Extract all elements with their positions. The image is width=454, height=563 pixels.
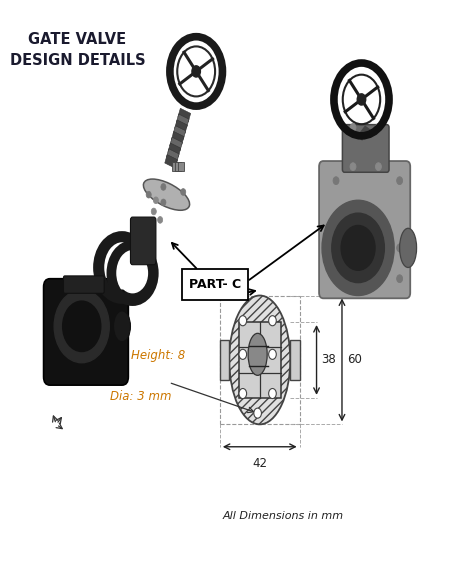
Circle shape — [254, 408, 262, 418]
Ellipse shape — [114, 311, 130, 342]
FancyBboxPatch shape — [182, 269, 248, 300]
Circle shape — [350, 123, 356, 131]
Bar — [171, 131, 184, 145]
Bar — [220, 296, 300, 425]
Circle shape — [161, 199, 166, 205]
Circle shape — [269, 349, 276, 359]
Bar — [175, 162, 181, 171]
Text: All Dimensions in mm: All Dimensions in mm — [222, 511, 344, 521]
Bar — [172, 162, 178, 171]
Bar — [176, 114, 189, 128]
Circle shape — [397, 177, 403, 185]
Text: 60: 60 — [347, 354, 362, 367]
Bar — [178, 162, 184, 171]
Text: 38: 38 — [321, 354, 336, 367]
Circle shape — [322, 200, 394, 296]
Circle shape — [192, 66, 200, 77]
Circle shape — [269, 316, 276, 326]
Circle shape — [146, 191, 151, 198]
Ellipse shape — [229, 296, 290, 425]
FancyBboxPatch shape — [319, 161, 410, 298]
Bar — [220, 339, 229, 380]
Circle shape — [357, 94, 366, 105]
Bar — [168, 143, 181, 157]
FancyBboxPatch shape — [64, 276, 104, 293]
Circle shape — [333, 177, 339, 185]
Bar — [175, 120, 188, 133]
Bar — [178, 108, 191, 122]
Text: PART- C: PART- C — [189, 278, 242, 291]
Ellipse shape — [400, 228, 417, 267]
FancyBboxPatch shape — [44, 279, 128, 385]
Circle shape — [239, 388, 247, 399]
Circle shape — [333, 275, 339, 283]
Circle shape — [239, 316, 247, 326]
Circle shape — [106, 246, 138, 289]
Circle shape — [397, 244, 403, 252]
Circle shape — [333, 244, 339, 252]
Circle shape — [118, 253, 148, 293]
Circle shape — [181, 189, 186, 195]
Bar — [239, 322, 281, 397]
Bar — [290, 339, 300, 380]
Circle shape — [153, 197, 158, 204]
Text: Dia: 3 mm: Dia: 3 mm — [110, 390, 172, 403]
Circle shape — [151, 208, 156, 215]
Ellipse shape — [143, 179, 190, 210]
Circle shape — [54, 290, 109, 363]
Circle shape — [269, 388, 276, 399]
Circle shape — [158, 217, 163, 224]
Circle shape — [161, 184, 166, 190]
Text: Height: 8: Height: 8 — [131, 349, 185, 362]
Bar — [167, 149, 179, 162]
Ellipse shape — [248, 333, 267, 376]
Bar — [165, 155, 178, 168]
FancyBboxPatch shape — [130, 217, 156, 265]
Bar — [170, 137, 183, 151]
Circle shape — [341, 225, 375, 270]
Circle shape — [239, 349, 247, 359]
Circle shape — [375, 163, 381, 171]
FancyBboxPatch shape — [342, 124, 389, 172]
Bar — [173, 126, 186, 139]
Text: GATE VALVE
DESIGN DETAILS: GATE VALVE DESIGN DETAILS — [10, 32, 145, 68]
Circle shape — [332, 213, 385, 283]
Text: 42: 42 — [252, 457, 267, 470]
Circle shape — [350, 163, 356, 171]
Circle shape — [397, 275, 403, 283]
Circle shape — [63, 301, 101, 351]
Circle shape — [375, 123, 381, 131]
